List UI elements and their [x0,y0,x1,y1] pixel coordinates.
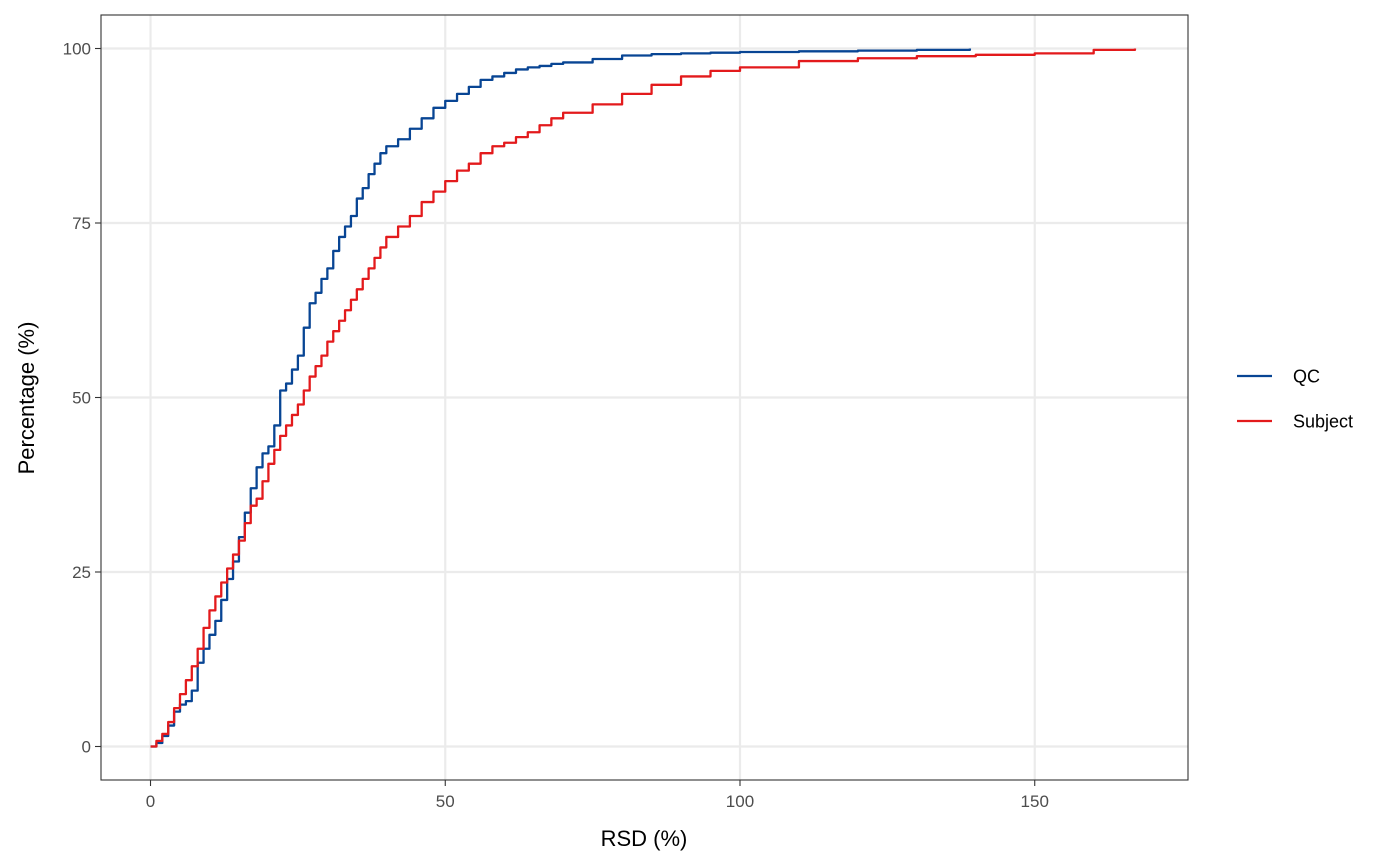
y-axis-title: Percentage (%) [14,322,39,475]
x-axis-title: RSD (%) [601,826,688,851]
legend: QC Subject [1237,367,1353,432]
series-line-subject [150,48,1137,748]
y-tick-label: 0 [82,737,91,756]
y-tick-label: 100 [63,40,91,59]
legend-label-subject: Subject [1293,412,1353,432]
series-line-qc [150,48,972,748]
x-tick-label: 0 [146,792,155,811]
y-axis: 0 25 50 75 100 [63,40,101,756]
y-tick-label: 50 [72,389,91,408]
grid-lines [101,15,1188,780]
series-lines [150,48,1137,748]
y-tick-label: 75 [72,214,91,233]
x-axis: 0 50 100 150 [146,780,1049,811]
x-tick-label: 100 [726,792,754,811]
y-tick-label: 25 [72,563,91,582]
x-tick-label: 150 [1021,792,1049,811]
legend-label-qc: QC [1293,367,1320,387]
x-tick-label: 50 [436,792,455,811]
